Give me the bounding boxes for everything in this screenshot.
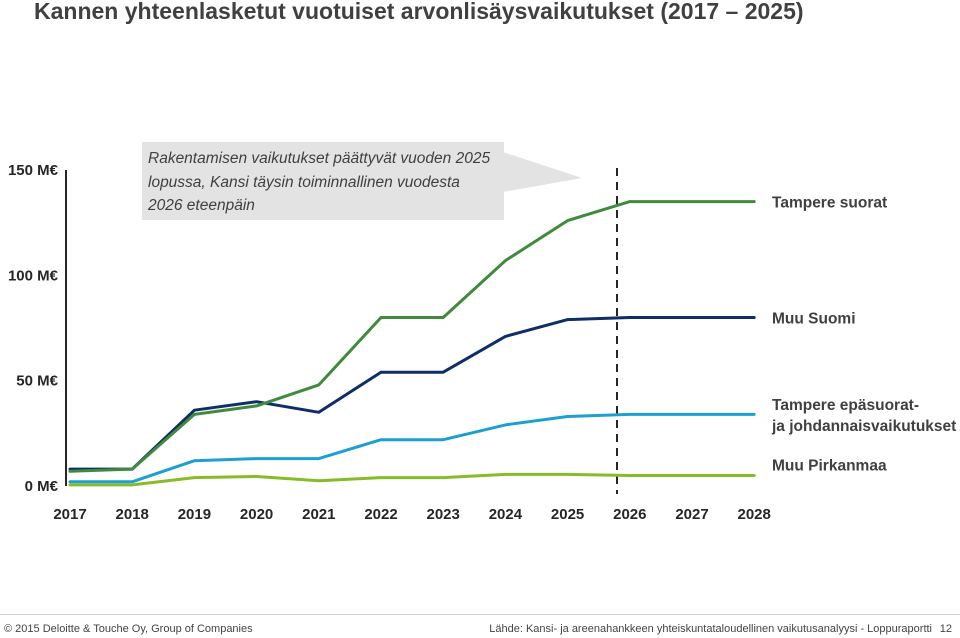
x-tick-label: 2023: [427, 506, 460, 523]
x-tick-label: 2017: [53, 506, 86, 523]
x-tick-label: 2026: [613, 506, 646, 523]
x-tick-label: 2024: [489, 506, 523, 523]
series-line: [68, 472, 756, 487]
x-tick-label: 2027: [675, 506, 708, 523]
annotation-box: [142, 142, 504, 220]
y-tick-label: 50 M€: [16, 373, 58, 390]
series-label: Tampere suorat: [772, 195, 887, 212]
chart-title: Kannen yhteenlasketut vuotuiset arvonlis…: [34, 0, 804, 24]
series-label: Muu Pirkanmaa: [772, 457, 887, 474]
y-tick-label: 0 M€: [25, 478, 59, 495]
y-axis-ticks: 150 M€ 100 M€ 50 M€ 0 M€: [8, 162, 59, 495]
series-line: [68, 200, 756, 473]
series-labels: Tampere suorat Muu Suomi Tampere epäsuorat…: [771, 195, 956, 475]
annotation-text: Rakentamisen vaikutukset päättyvät vuode…: [148, 150, 491, 214]
footer: © 2015 Deloitte & Touche Oy, Group of Co…: [0, 614, 960, 638]
footer-copyright: © 2015 Deloitte & Touche Oy, Group of Co…: [4, 623, 253, 635]
x-tick-label: 2022: [364, 506, 397, 523]
x-axis-ticks: 2017 2018 2019 2020 2021 2022 2023 2024 2025 2026…: [53, 506, 771, 523]
y-tick-label: 150 M€: [8, 162, 59, 179]
footer-source: Lähde: Kansi- ja areenahankkeen yhteisku…: [489, 623, 932, 635]
x-tick-label: 2018: [116, 506, 149, 523]
series-line: [68, 412, 756, 484]
y-tick-label: 100 M€: [8, 267, 59, 284]
callout-pointer: [503, 152, 582, 192]
series-label: Muu Suomi: [772, 310, 856, 327]
x-tick-label: 2021: [302, 506, 335, 523]
x-tick-label: 2028: [738, 506, 771, 523]
series-label: Tampere epäsuorat-ja johdannaisvaikutuks…: [771, 397, 956, 435]
page-number: 12: [939, 623, 952, 635]
x-tick-label: 2020: [240, 506, 273, 523]
x-tick-label: 2019: [178, 506, 211, 523]
series-line: [68, 316, 756, 471]
x-tick-label: 2025: [551, 506, 584, 523]
series-lines: [68, 200, 756, 487]
